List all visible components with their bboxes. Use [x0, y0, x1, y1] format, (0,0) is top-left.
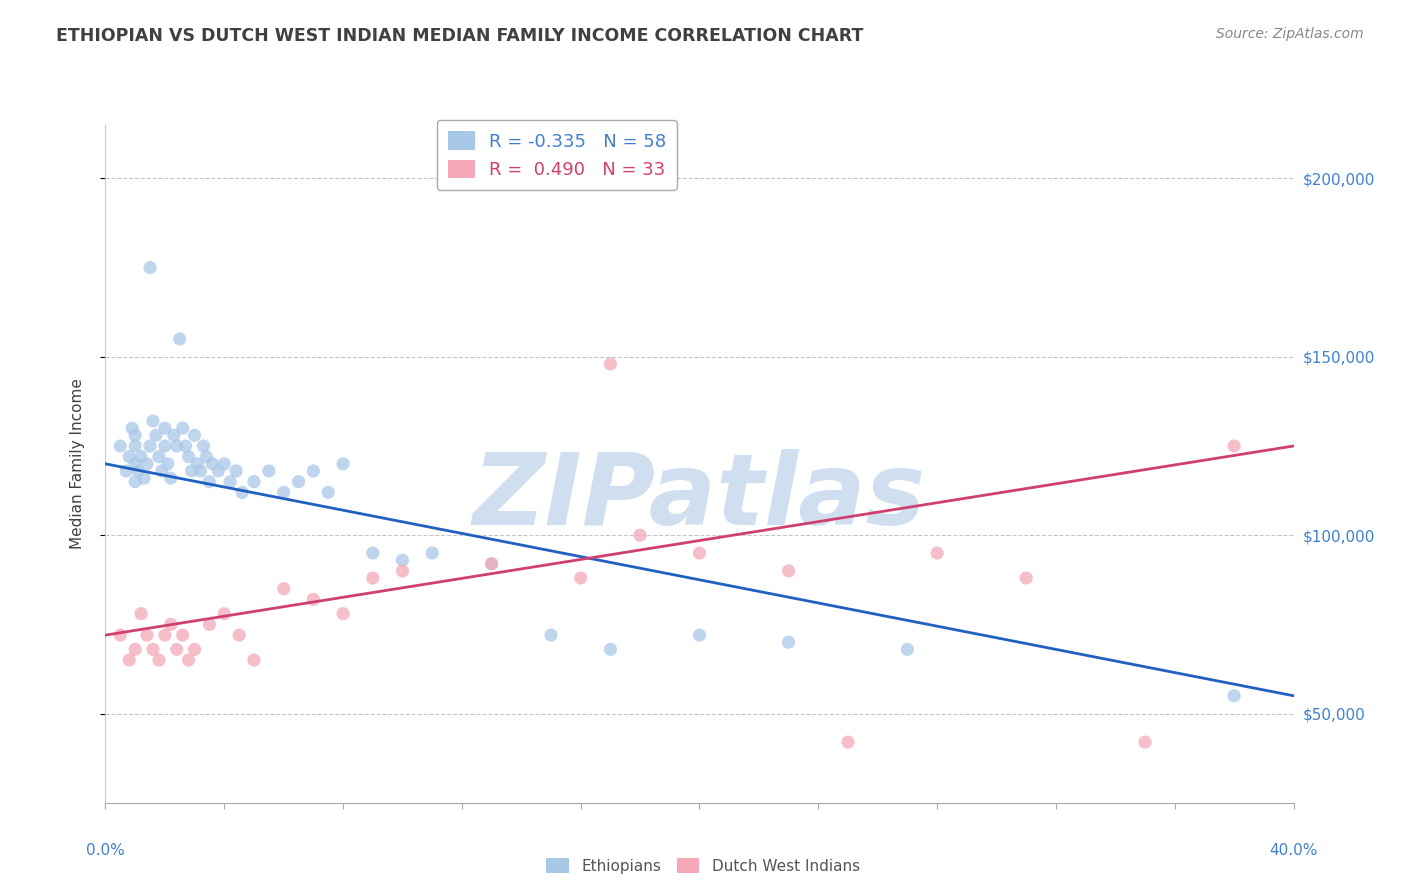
Point	[110, 439, 132, 453]
Point	[257, 464, 280, 478]
Point	[689, 628, 711, 642]
Point	[156, 457, 179, 471]
Text: Source: ZipAtlas.com: Source: ZipAtlas.com	[1216, 27, 1364, 41]
Point	[177, 450, 200, 464]
Point	[166, 439, 188, 453]
Point	[198, 617, 221, 632]
Point	[391, 564, 413, 578]
Point	[180, 464, 202, 478]
Point	[302, 464, 325, 478]
Point	[214, 607, 236, 621]
Point	[273, 485, 295, 500]
Point	[163, 428, 186, 442]
Point	[420, 546, 443, 560]
Point	[127, 464, 149, 478]
Point	[778, 564, 800, 578]
Point	[183, 642, 205, 657]
Point	[159, 471, 181, 485]
Point	[169, 332, 191, 346]
Point	[195, 450, 218, 464]
Point	[153, 421, 176, 435]
Legend: R = -0.335   N = 58, R =  0.490   N = 33: R = -0.335 N = 58, R = 0.490 N = 33	[437, 120, 678, 190]
Point	[302, 592, 325, 607]
Point	[599, 642, 621, 657]
Point	[124, 439, 146, 453]
Point	[124, 428, 146, 442]
Point	[142, 414, 165, 428]
Point	[778, 635, 800, 649]
Point	[148, 450, 170, 464]
Point	[927, 546, 949, 560]
Point	[136, 628, 159, 642]
Point	[110, 628, 132, 642]
Point	[332, 457, 354, 471]
Point	[243, 475, 266, 489]
Point	[132, 471, 155, 485]
Point	[391, 553, 413, 567]
Point	[896, 642, 918, 657]
Point	[628, 528, 651, 542]
Point	[228, 628, 250, 642]
Point	[172, 421, 194, 435]
Point	[136, 457, 159, 471]
Point	[207, 464, 229, 478]
Text: 0.0%: 0.0%	[86, 844, 125, 858]
Point	[231, 485, 253, 500]
Point	[118, 450, 141, 464]
Legend: Ethiopians, Dutch West Indians: Ethiopians, Dutch West Indians	[540, 852, 866, 880]
Point	[148, 653, 170, 667]
Point	[145, 428, 167, 442]
Point	[159, 617, 181, 632]
Point	[243, 653, 266, 667]
Point	[569, 571, 592, 585]
Point	[186, 457, 208, 471]
Point	[1223, 439, 1246, 453]
Point	[190, 464, 212, 478]
Point	[183, 428, 205, 442]
Point	[1223, 689, 1246, 703]
Point	[129, 450, 152, 464]
Point	[273, 582, 295, 596]
Point	[139, 260, 162, 275]
Point	[201, 457, 224, 471]
Y-axis label: Median Family Income: Median Family Income	[70, 378, 84, 549]
Point	[121, 421, 143, 435]
Point	[225, 464, 247, 478]
Point	[150, 464, 173, 478]
Text: ETHIOPIAN VS DUTCH WEST INDIAN MEDIAN FAMILY INCOME CORRELATION CHART: ETHIOPIAN VS DUTCH WEST INDIAN MEDIAN FA…	[56, 27, 863, 45]
Point	[198, 475, 221, 489]
Point	[193, 439, 215, 453]
Point	[166, 642, 188, 657]
Point	[1015, 571, 1038, 585]
Point	[1133, 735, 1156, 749]
Point	[361, 571, 384, 585]
Point	[139, 439, 162, 453]
Point	[129, 607, 152, 621]
Point	[837, 735, 859, 749]
Point	[124, 475, 146, 489]
Point	[287, 475, 309, 489]
Point	[689, 546, 711, 560]
Point	[219, 475, 242, 489]
Point	[142, 642, 165, 657]
Point	[172, 628, 194, 642]
Point	[153, 439, 176, 453]
Point	[115, 464, 138, 478]
Point	[481, 557, 503, 571]
Point	[124, 457, 146, 471]
Text: ZIPatlas: ZIPatlas	[472, 450, 927, 546]
Point	[332, 607, 354, 621]
Text: 40.0%: 40.0%	[1270, 844, 1317, 858]
Point	[118, 653, 141, 667]
Point	[214, 457, 236, 471]
Point	[481, 557, 503, 571]
Point	[316, 485, 339, 500]
Point	[174, 439, 197, 453]
Point	[599, 357, 621, 371]
Point	[361, 546, 384, 560]
Point	[124, 642, 146, 657]
Point	[153, 628, 176, 642]
Point	[540, 628, 562, 642]
Point	[177, 653, 200, 667]
